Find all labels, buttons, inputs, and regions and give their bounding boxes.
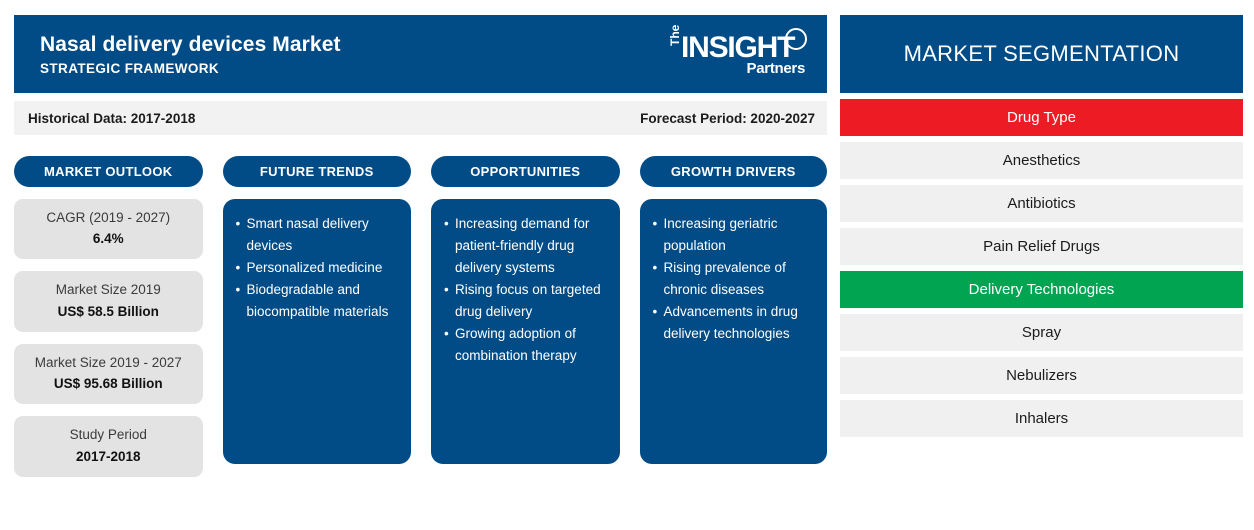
segmentation-item[interactable]: Nebulizers <box>840 357 1243 394</box>
column-heading-opportunities[interactable]: OPPORTUNITIES <box>431 156 620 187</box>
panel-growth-drivers: Increasing geriatric population Rising p… <box>639 199 827 464</box>
column-heading-market-outlook[interactable]: MARKET OUTLOOK <box>14 156 203 187</box>
logo-circle-icon <box>785 28 807 50</box>
column-future-trends: FUTURE TRENDS Smart nasal delivery devic… <box>222 156 411 477</box>
segmentation-category-drug-type[interactable]: Drug Type <box>840 99 1243 136</box>
page-subtitle: STRATEGIC FRAMEWORK <box>40 60 220 76</box>
segmentation-item[interactable]: Anesthetics <box>840 142 1243 179</box>
left-section: Nasal delivery devices Market STRATEGIC … <box>14 15 827 477</box>
stat-label: Market Size 2019 <box>55 282 161 298</box>
page-title: Nasal delivery devices Market <box>40 33 341 57</box>
segmentation-item[interactable]: Inhalers <box>840 400 1243 437</box>
list-item: Biodegradable and biocompatible material… <box>236 279 400 323</box>
columns-container: MARKET OUTLOOK CAGR (2019 - 2027) 6.4% M… <box>14 156 827 477</box>
list-item: Rising focus on targeted drug delivery <box>444 279 608 323</box>
market-segmentation-panel: MARKET SEGMENTATION Drug Type Anesthetic… <box>840 15 1243 437</box>
stat-card-market-size-forecast: Market Size 2019 - 2027 US$ 95.68 Billio… <box>14 343 203 405</box>
bullet-list-opportunities: Increasing demand for patient-friendly d… <box>444 213 608 367</box>
list-item: Personalized medicine <box>236 257 400 279</box>
panel-opportunities: Increasing demand for patient-friendly d… <box>431 199 620 464</box>
column-opportunities: OPPORTUNITIES Increasing demand for pati… <box>431 156 620 477</box>
forecast-period-label: Forecast Period: 2020-2027 <box>640 110 815 126</box>
stat-label: CAGR (2019 - 2027) <box>46 210 171 225</box>
segmentation-category-delivery-technologies[interactable]: Delivery Technologies <box>840 271 1243 308</box>
segmentation-title: MARKET SEGMENTATION <box>840 15 1243 93</box>
list-item: Increasing demand for patient-friendly d… <box>444 213 608 279</box>
title-block: Nasal delivery devices Market STRATEGIC … <box>40 32 341 75</box>
list-item: Smart nasal delivery devices <box>236 213 400 257</box>
stat-card-cagr: CAGR (2019 - 2027) 6.4% <box>14 199 203 260</box>
logo-partners-text: Partners <box>746 60 806 77</box>
title-bar: Nasal delivery devices Market STRATEGIC … <box>14 15 827 93</box>
segmentation-item[interactable]: Pain Relief Drugs <box>840 228 1243 265</box>
stat-value: US$ 95.68 Billion <box>53 376 163 392</box>
stat-label: Study Period <box>69 427 147 443</box>
logo-the-text: The <box>668 24 682 46</box>
logo-insight-text: INSIGHT <box>681 31 795 64</box>
stat-value: 2017-2018 <box>75 448 141 464</box>
stat-card-study-period: Study Period 2017-2018 <box>14 416 203 477</box>
list-item: Rising prevalence of chronic diseases <box>653 257 816 301</box>
column-growth-drivers: GROWTH DRIVERS Increasing geriatric popu… <box>639 156 827 477</box>
insight-partners-logo: The INSIGHT Partners <box>667 24 809 82</box>
stat-value: 6.4% <box>92 231 124 247</box>
list-item: Advancements in drug delivery technologi… <box>653 301 816 345</box>
column-heading-future-trends[interactable]: FUTURE TRENDS <box>222 156 411 187</box>
column-market-outlook: MARKET OUTLOOK CAGR (2019 - 2027) 6.4% M… <box>14 156 203 477</box>
meta-bar: Historical Data: 2017-2018 Forecast Peri… <box>14 101 827 135</box>
segmentation-item[interactable]: Antibiotics <box>840 185 1243 222</box>
stat-label: Market Size 2019 - 2027 <box>34 354 182 370</box>
list-item: Increasing geriatric population <box>653 213 816 257</box>
stat-card-market-size-2019: Market Size 2019 US$ 58.5 Billion <box>14 271 203 332</box>
bullet-list-future-trends: Smart nasal delivery devices Personalize… <box>236 213 400 323</box>
historical-data-label: Historical Data: 2017-2018 <box>28 110 196 126</box>
segmentation-item[interactable]: Spray <box>840 314 1243 351</box>
bullet-list-growth-drivers: Increasing geriatric population Rising p… <box>653 213 816 345</box>
column-heading-growth-drivers[interactable]: GROWTH DRIVERS <box>639 156 827 187</box>
list-item: Growing adoption of combination therapy <box>444 323 608 367</box>
stat-value: US$ 58.5 Billion <box>57 303 159 319</box>
panel-future-trends: Smart nasal delivery devices Personalize… <box>222 199 411 464</box>
